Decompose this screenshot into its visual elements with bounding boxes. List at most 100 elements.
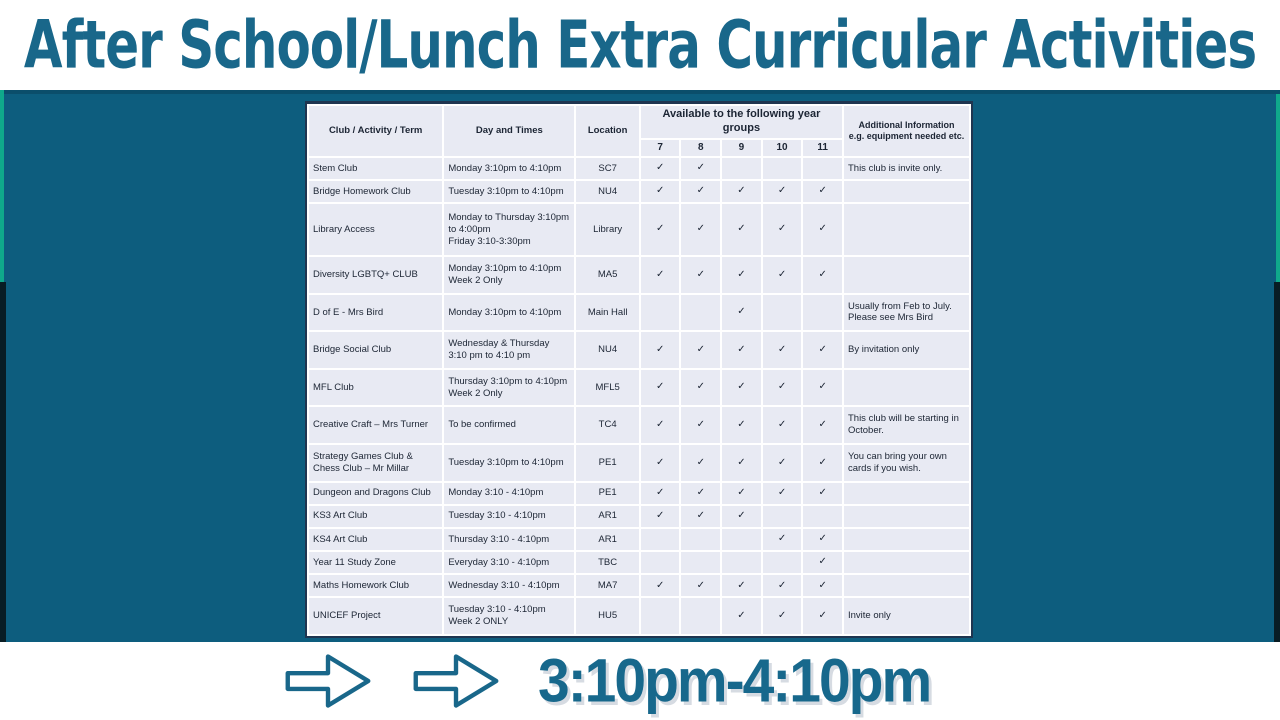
year-check-cell bbox=[640, 528, 680, 551]
club-cell: Bridge Social Club bbox=[309, 332, 443, 368]
year-check-cell: ✓ bbox=[722, 575, 761, 597]
year-check-cell: ✓ bbox=[640, 575, 680, 597]
year-check-cell: ✓ bbox=[640, 369, 680, 406]
year-check-cell: ✓ bbox=[762, 575, 802, 597]
year-check-cell: ✓ bbox=[762, 369, 802, 406]
year-check-cell bbox=[803, 158, 842, 180]
year-check-cell: ✓ bbox=[640, 158, 680, 180]
right-edge-shadow bbox=[1274, 282, 1280, 642]
location-cell: SC7 bbox=[576, 158, 639, 180]
year-check-cell: ✓ bbox=[803, 445, 842, 481]
year-check-cell: ✓ bbox=[640, 204, 680, 256]
table-row: Library Access Monday to Thursday 3:10pm … bbox=[309, 204, 969, 256]
year-check-cell: ✓ bbox=[803, 407, 842, 443]
club-cell: Stem Club bbox=[309, 158, 443, 180]
club-cell: Dungeon and Dragons Club bbox=[309, 482, 443, 504]
year-check-cell: ✓ bbox=[722, 257, 761, 293]
title-band: After School/Lunch Extra Curricular Acti… bbox=[0, 0, 1280, 90]
col-header-day: Day and Times bbox=[444, 106, 575, 156]
year-check-cell: ✓ bbox=[681, 204, 721, 256]
year-check-cell: ✓ bbox=[762, 407, 802, 443]
year-check-cell: ✓ bbox=[640, 407, 680, 443]
year-check-cell: ✓ bbox=[681, 332, 721, 368]
location-cell: MFL5 bbox=[576, 369, 639, 406]
table-row: Dungeon and Dragons Club Monday 3:10 - 4:… bbox=[309, 482, 969, 504]
table-row: Maths Homework Club Wednesday 3:10 - 4:10… bbox=[309, 575, 969, 597]
info-cell bbox=[843, 181, 969, 203]
info-cell bbox=[843, 369, 969, 406]
year-check-cell bbox=[640, 598, 680, 634]
year-check-cell: ✓ bbox=[722, 598, 761, 634]
time-range-label: 3:10pm-4:10pm bbox=[538, 646, 932, 716]
year-check-cell: ✓ bbox=[640, 505, 680, 527]
activities-table: Club / Activity / Term Day and Times Loc… bbox=[305, 101, 973, 638]
year-check-cell bbox=[640, 294, 680, 331]
year-check-cell: ✓ bbox=[803, 332, 842, 368]
table-row: KS3 Art Club Tuesday 3:10 - 4:10pm AR1 ✓ ✓ ✓ bbox=[309, 505, 969, 527]
location-cell: NU4 bbox=[576, 332, 639, 368]
year-check-cell: ✓ bbox=[803, 598, 842, 634]
year-check-cell: ✓ bbox=[722, 505, 761, 527]
year-check-cell: ✓ bbox=[640, 445, 680, 481]
year-check-cell bbox=[722, 528, 761, 551]
info-cell: You can bring your own cards if you wish… bbox=[843, 445, 969, 481]
location-cell: Main Hall bbox=[576, 294, 639, 331]
year-check-cell: ✓ bbox=[681, 158, 721, 180]
year-check-cell: ✓ bbox=[722, 181, 761, 203]
year-check-cell: ✓ bbox=[722, 407, 761, 443]
year-check-cell: ✓ bbox=[681, 445, 721, 481]
location-cell: AR1 bbox=[576, 505, 639, 527]
year-check-cell: ✓ bbox=[681, 505, 721, 527]
year-check-cell bbox=[803, 505, 842, 527]
right-edge-accent bbox=[1276, 94, 1280, 284]
year-check-cell: ✓ bbox=[762, 181, 802, 203]
club-cell: KS4 Art Club bbox=[309, 528, 443, 551]
table-row: Bridge Homework Club Tuesday 3:10pm to 4:… bbox=[309, 181, 969, 203]
location-cell: AR1 bbox=[576, 528, 639, 551]
year-check-cell: ✓ bbox=[640, 257, 680, 293]
year-check-cell bbox=[722, 158, 761, 180]
info-cell: Invite only bbox=[843, 598, 969, 634]
day-cell: Thursday 3:10 - 4:10pm bbox=[444, 528, 575, 551]
footer-band: 3:10pm-4:10pm bbox=[0, 642, 1280, 720]
year-check-cell: ✓ bbox=[681, 407, 721, 443]
info-cell bbox=[843, 482, 969, 504]
year-check-cell: ✓ bbox=[722, 445, 761, 481]
year-check-cell: ✓ bbox=[803, 257, 842, 293]
year-col-7: 7 bbox=[640, 139, 680, 156]
additional-info-line2: e.g. equipment needed etc. bbox=[848, 131, 965, 141]
table-row: D of E - Mrs Bird Monday 3:10pm to 4:10pm… bbox=[309, 294, 969, 331]
year-col-10: 10 bbox=[762, 139, 802, 156]
year-check-cell: ✓ bbox=[762, 445, 802, 481]
location-cell: MA7 bbox=[576, 575, 639, 597]
info-cell: By invitation only bbox=[843, 332, 969, 368]
day-cell: Monday 3:10pm to 4:10pm bbox=[444, 158, 575, 180]
day-cell: Monday 3:10 - 4:10pm bbox=[444, 482, 575, 504]
year-col-8: 8 bbox=[681, 139, 721, 156]
info-cell bbox=[843, 204, 969, 256]
table-row: UNICEF Project Tuesday 3:10 - 4:10pm Week… bbox=[309, 598, 969, 634]
club-cell: Year 11 Study Zone bbox=[309, 552, 443, 574]
location-cell: MA5 bbox=[576, 257, 639, 293]
day-cell: Thursday 3:10pm to 4:10pm Week 2 Only bbox=[444, 369, 575, 406]
location-cell: PE1 bbox=[576, 482, 639, 504]
table-row: Bridge Social Club Wednesday & Thursday 3… bbox=[309, 332, 969, 368]
year-check-cell: ✓ bbox=[762, 257, 802, 293]
year-check-cell bbox=[681, 528, 721, 551]
location-cell: PE1 bbox=[576, 445, 639, 481]
year-check-cell bbox=[762, 505, 802, 527]
year-check-cell: ✓ bbox=[681, 369, 721, 406]
year-col-9: 9 bbox=[722, 139, 761, 156]
location-cell: HU5 bbox=[576, 598, 639, 634]
year-check-cell: ✓ bbox=[722, 369, 761, 406]
club-cell: Maths Homework Club bbox=[309, 575, 443, 597]
club-cell: UNICEF Project bbox=[309, 598, 443, 634]
location-cell: TC4 bbox=[576, 407, 639, 443]
day-cell: Monday to Thursday 3:10pm to 4:00pm Frid… bbox=[444, 204, 575, 256]
info-cell bbox=[843, 552, 969, 574]
year-check-cell: ✓ bbox=[640, 181, 680, 203]
club-cell: Bridge Homework Club bbox=[309, 181, 443, 203]
day-cell: Monday 3:10pm to 4:10pm bbox=[444, 294, 575, 331]
year-check-cell: ✓ bbox=[681, 575, 721, 597]
